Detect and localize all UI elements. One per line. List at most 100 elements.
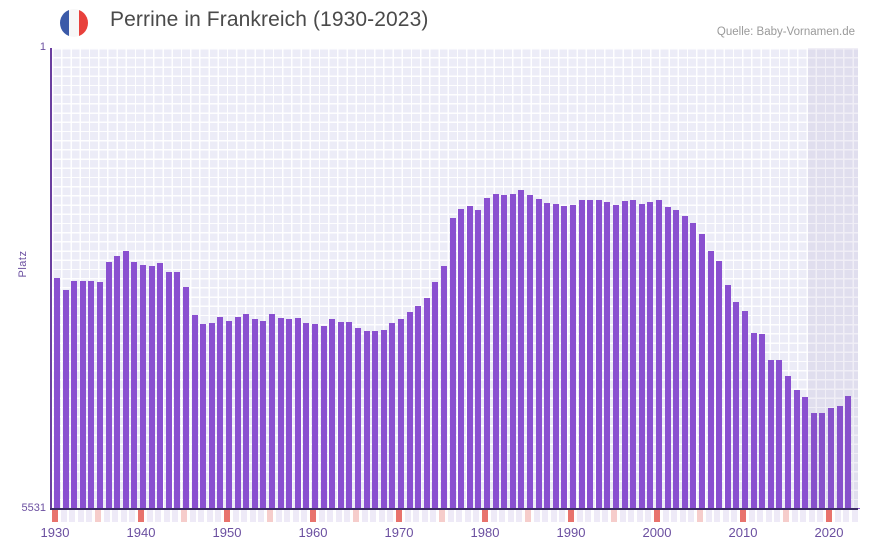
bar[interactable] bbox=[191, 314, 198, 509]
bar[interactable] bbox=[845, 396, 852, 509]
bar[interactable] bbox=[260, 320, 267, 509]
bar[interactable] bbox=[828, 408, 834, 509]
y-axis-top-tick: 1 bbox=[10, 42, 46, 54]
bar[interactable] bbox=[673, 209, 680, 509]
bar[interactable] bbox=[759, 333, 766, 509]
bar[interactable] bbox=[793, 389, 800, 509]
bar[interactable] bbox=[226, 321, 232, 509]
bar[interactable] bbox=[165, 272, 172, 509]
bar[interactable] bbox=[544, 202, 551, 509]
bar[interactable] bbox=[140, 264, 146, 509]
bar[interactable] bbox=[217, 317, 224, 509]
bar[interactable] bbox=[604, 202, 611, 509]
bar[interactable] bbox=[750, 333, 757, 509]
bar[interactable] bbox=[337, 322, 344, 509]
bar[interactable] bbox=[690, 222, 697, 509]
bar[interactable] bbox=[733, 302, 740, 509]
bar[interactable] bbox=[613, 205, 619, 509]
bar[interactable] bbox=[595, 199, 602, 509]
bar[interactable] bbox=[621, 201, 628, 509]
bar[interactable] bbox=[570, 204, 576, 509]
bar[interactable] bbox=[88, 281, 95, 509]
bar[interactable] bbox=[157, 263, 164, 509]
bar[interactable] bbox=[802, 397, 809, 509]
bar[interactable] bbox=[148, 266, 155, 509]
bar[interactable] bbox=[79, 280, 86, 509]
bar[interactable] bbox=[294, 318, 301, 509]
bar[interactable] bbox=[785, 375, 791, 509]
bar[interactable] bbox=[208, 323, 215, 509]
x-axis-tick-label: 1950 bbox=[212, 525, 242, 540]
bar[interactable] bbox=[200, 323, 207, 509]
bar[interactable] bbox=[742, 311, 748, 509]
bar[interactable] bbox=[131, 262, 138, 509]
bar[interactable] bbox=[286, 318, 293, 509]
bar[interactable] bbox=[656, 200, 662, 509]
bar[interactable] bbox=[810, 413, 817, 509]
bar[interactable] bbox=[458, 208, 465, 509]
bar[interactable] bbox=[681, 216, 688, 509]
bar[interactable] bbox=[587, 199, 594, 509]
bar[interactable] bbox=[638, 203, 645, 509]
bar[interactable] bbox=[71, 281, 78, 509]
x-tick-minor bbox=[800, 510, 807, 522]
bar[interactable] bbox=[707, 250, 714, 509]
x-axis-tick-label: 2010 bbox=[728, 525, 758, 540]
bar[interactable] bbox=[243, 313, 250, 509]
bar[interactable] bbox=[578, 200, 585, 509]
bar[interactable] bbox=[329, 318, 336, 509]
bar[interactable] bbox=[62, 289, 69, 509]
bar[interactable] bbox=[535, 198, 542, 509]
bar[interactable] bbox=[312, 323, 318, 509]
bar[interactable] bbox=[269, 313, 275, 509]
x-tick-minor bbox=[619, 510, 626, 522]
bar[interactable] bbox=[97, 282, 103, 509]
bar[interactable] bbox=[54, 278, 60, 509]
bar[interactable] bbox=[561, 206, 568, 509]
bar[interactable] bbox=[664, 207, 671, 509]
bar[interactable] bbox=[234, 317, 241, 509]
bar[interactable] bbox=[320, 326, 327, 509]
bar[interactable] bbox=[303, 323, 310, 509]
bar[interactable] bbox=[449, 217, 456, 509]
bar[interactable] bbox=[716, 261, 723, 509]
bar[interactable] bbox=[518, 190, 525, 509]
bar[interactable] bbox=[492, 193, 499, 509]
bar[interactable] bbox=[509, 193, 516, 509]
bar[interactable] bbox=[776, 359, 783, 509]
bar[interactable] bbox=[105, 262, 112, 509]
bar[interactable] bbox=[183, 287, 189, 509]
bar[interactable] bbox=[114, 256, 121, 509]
bar[interactable] bbox=[277, 318, 284, 509]
bar[interactable] bbox=[389, 323, 396, 509]
bar[interactable] bbox=[699, 233, 705, 509]
bar[interactable] bbox=[475, 210, 482, 509]
bar[interactable] bbox=[380, 329, 387, 509]
bar[interactable] bbox=[836, 406, 843, 509]
bar[interactable] bbox=[527, 194, 533, 509]
bar[interactable] bbox=[501, 195, 508, 509]
bar[interactable] bbox=[423, 298, 430, 509]
bar[interactable] bbox=[466, 206, 473, 509]
bar[interactable] bbox=[647, 202, 654, 509]
bar[interactable] bbox=[355, 328, 361, 509]
bar[interactable] bbox=[724, 284, 731, 509]
bar[interactable] bbox=[251, 318, 258, 509]
bar[interactable] bbox=[415, 305, 422, 509]
bar[interactable] bbox=[122, 251, 129, 509]
bar[interactable] bbox=[767, 359, 774, 509]
x-tick-minor bbox=[464, 510, 471, 522]
bar[interactable] bbox=[372, 331, 379, 509]
x-tick-minor bbox=[525, 510, 531, 522]
bar[interactable] bbox=[819, 413, 826, 509]
bar[interactable] bbox=[174, 272, 181, 509]
bar[interactable] bbox=[406, 312, 413, 509]
bar[interactable] bbox=[552, 203, 559, 509]
bar[interactable] bbox=[346, 322, 353, 509]
bar[interactable] bbox=[363, 330, 370, 509]
bar[interactable] bbox=[630, 200, 637, 509]
bar[interactable] bbox=[484, 197, 490, 509]
bar[interactable] bbox=[432, 282, 439, 509]
bar[interactable] bbox=[441, 265, 447, 509]
bar[interactable] bbox=[398, 318, 404, 509]
